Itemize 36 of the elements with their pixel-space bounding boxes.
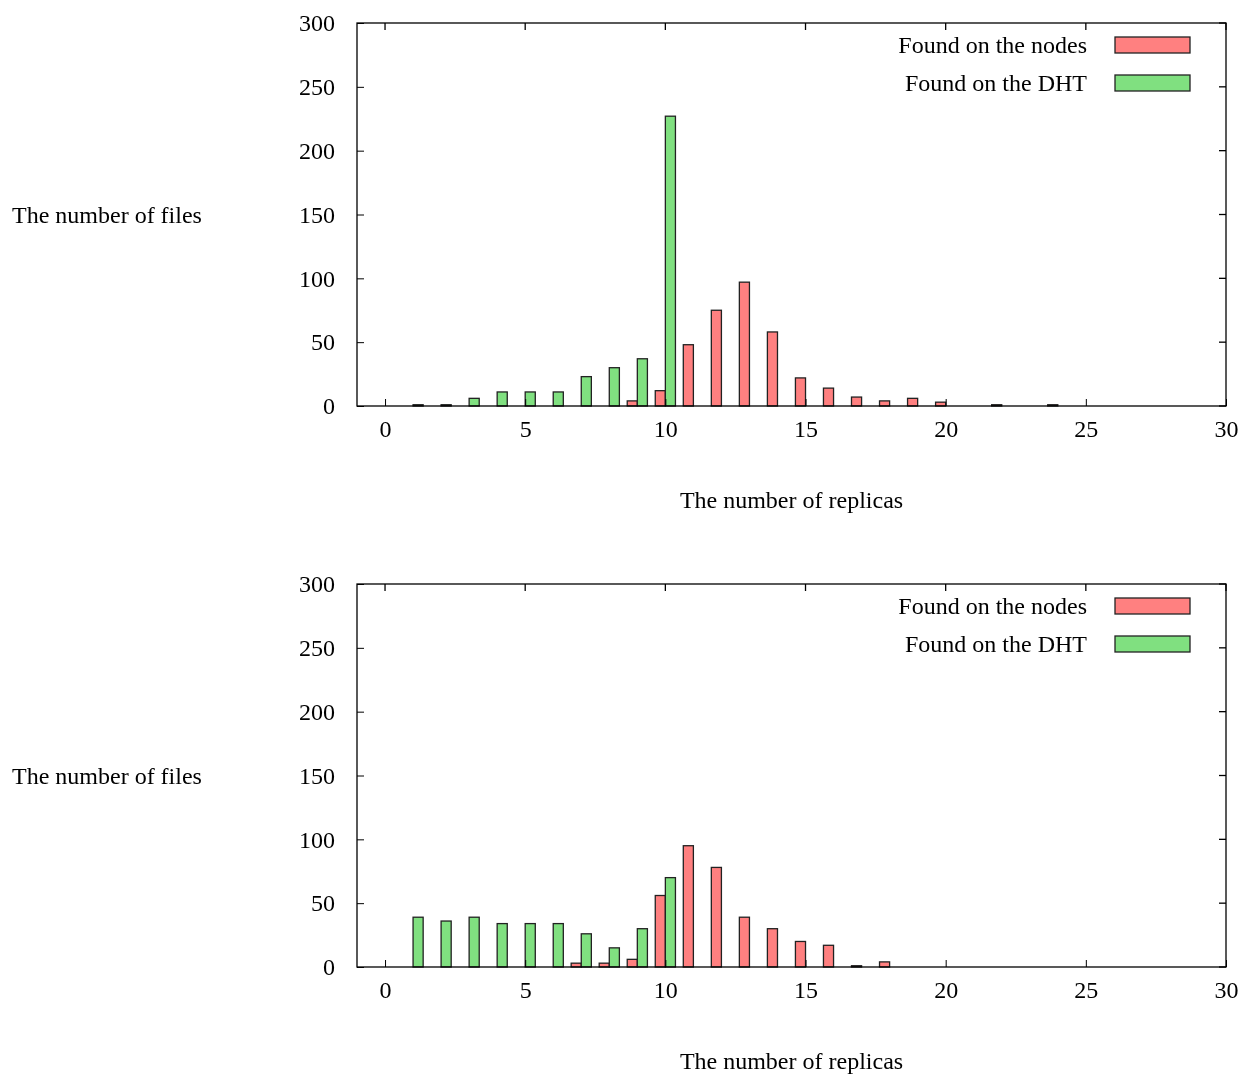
y-tick-label: 100 bbox=[299, 826, 335, 853]
y-tick-label: 300 bbox=[299, 10, 335, 37]
y-tick-label: 200 bbox=[299, 698, 335, 725]
x-tick-label: 25 bbox=[1074, 416, 1099, 443]
y-tick-label: 200 bbox=[299, 137, 335, 164]
x-tick-label: 20 bbox=[934, 416, 959, 443]
y-tick-label: 300 bbox=[299, 571, 335, 598]
x-tick-label: 5 bbox=[519, 416, 532, 443]
y-tick-label: 0 bbox=[323, 393, 335, 420]
y-tick-label: 0 bbox=[323, 954, 335, 981]
x-tick-label: 30 bbox=[1214, 977, 1239, 1004]
x-tick-label: 10 bbox=[653, 416, 678, 443]
x-tick-label: 15 bbox=[794, 416, 819, 443]
x-axis-title: The number of replicas bbox=[679, 1048, 904, 1074]
y-axis-title: The number of files bbox=[12, 201, 202, 228]
x-tick-label: 0 bbox=[379, 977, 392, 1004]
y-tick-label: 250 bbox=[299, 74, 335, 101]
x-tick-label: 20 bbox=[934, 977, 959, 1004]
y-tick-label: 150 bbox=[299, 201, 335, 228]
x-tick-label: 15 bbox=[794, 977, 819, 1004]
y-tick-label: 150 bbox=[299, 762, 335, 789]
x-tick-label: 10 bbox=[653, 977, 678, 1004]
legend-label: Found on the DHT bbox=[905, 70, 1088, 96]
y-tick-label: 50 bbox=[311, 890, 335, 917]
legend-label: Found on the DHT bbox=[905, 631, 1088, 657]
x-tick-label: 30 bbox=[1214, 416, 1239, 443]
y-axis-title: The number of files bbox=[12, 762, 202, 789]
legend-label: Found on the nodes bbox=[898, 593, 1087, 619]
x-tick-label: 5 bbox=[519, 977, 532, 1004]
y-tick-label: 50 bbox=[311, 329, 335, 356]
x-axis-title: The number of replicas bbox=[679, 487, 904, 513]
x-tick-label: 0 bbox=[379, 416, 392, 443]
x-tick-label: 25 bbox=[1074, 977, 1099, 1004]
y-tick-label: 250 bbox=[299, 635, 335, 662]
y-tick-label: 100 bbox=[299, 265, 335, 292]
legend-label: Found on the nodes bbox=[898, 32, 1087, 58]
